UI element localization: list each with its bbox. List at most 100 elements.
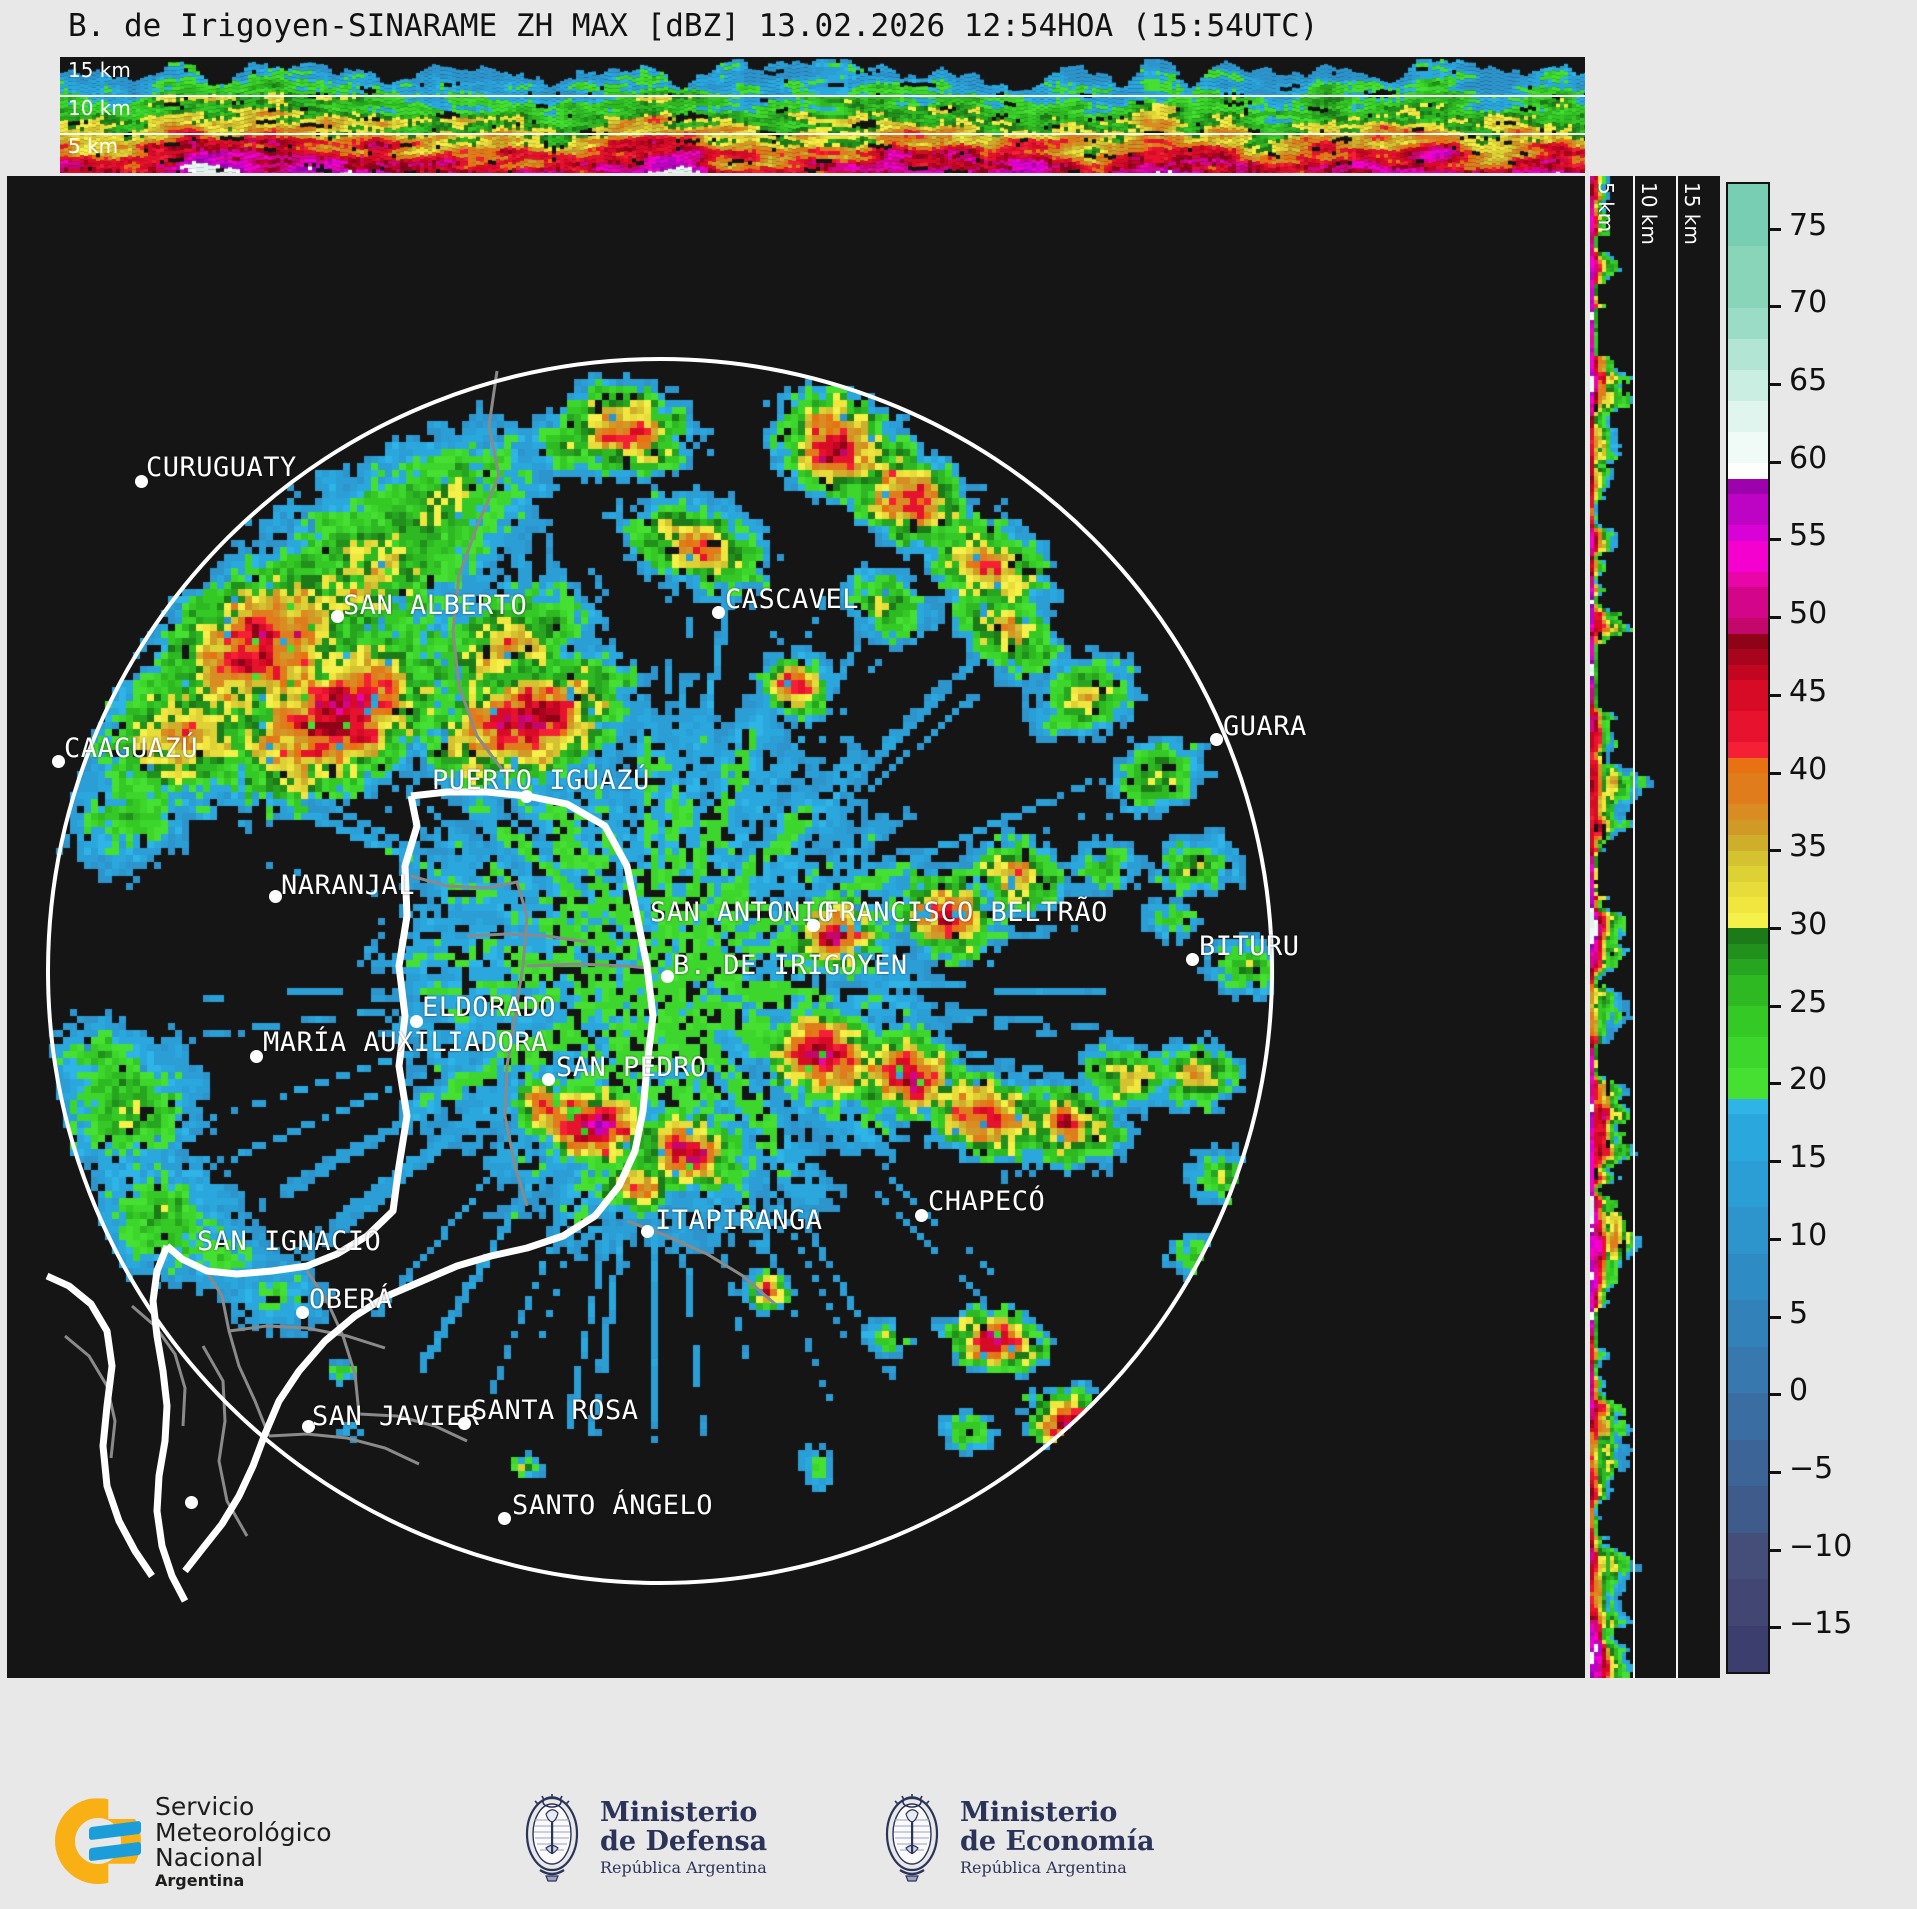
colorbar-tick-value: 70: [1789, 285, 1828, 321]
colorbar-segment: [1728, 308, 1768, 339]
colorbar-segment: [1728, 184, 1768, 246]
colorbar-segment: [1728, 432, 1768, 463]
city-marker-dot[interactable]: [807, 919, 820, 932]
colorbar-tick-value: −10: [1789, 1528, 1853, 1564]
colorbar-tick-value: 25: [1789, 984, 1828, 1020]
city-marker-dot[interactable]: [331, 610, 344, 623]
colorbar-segment: [1728, 1393, 1768, 1440]
city-marker-dot[interactable]: [52, 755, 65, 768]
colorbar-tick-value: 50: [1789, 596, 1828, 632]
country-boundaries: [45, 788, 657, 1603]
colorbar-segment: [1728, 478, 1768, 494]
colorbar-segment: [1728, 1579, 1768, 1626]
xsec-label-5km: 5 km: [68, 134, 119, 158]
colorbar-segment: [1728, 664, 1768, 680]
city-marker-dot[interactable]: [520, 790, 533, 803]
colorbar-segment: [1728, 974, 1768, 1006]
city-marker-dot[interactable]: [641, 1225, 654, 1238]
colorbar-tick-value: −15: [1789, 1606, 1853, 1642]
colorbar-segment: [1728, 618, 1768, 634]
colorbar-tick-mark: [1770, 927, 1781, 930]
colorbar-segment: [1728, 897, 1768, 913]
colorbar-segment: [1728, 339, 1768, 370]
logo-ministerio-de-defensa: Ministerio de Defensa República Argentin…: [520, 1792, 767, 1884]
xsec-label-15km: 15 km: [68, 58, 131, 82]
city-marker-dot[interactable]: [458, 1417, 471, 1430]
colorbar-tick-labels: 75 70 65 60 55 50 45 40 35 30 25 20 15 10 5 0 −5 −10 −15: [1770, 182, 1910, 1674]
colorbar-segment: [1728, 711, 1768, 742]
colorbar-segment: [1728, 1207, 1768, 1254]
colorbar-segment: [1728, 1114, 1768, 1161]
logo-servicio-meteorologico-nacional: Servicio Meteorológico Nacional Argentin…: [55, 1794, 332, 1889]
colorbar-segment: [1728, 1532, 1768, 1579]
city-marker-dot[interactable]: [712, 606, 725, 619]
city-marker-dot[interactable]: [498, 1512, 511, 1525]
colorbar-segment: [1728, 943, 1768, 959]
range-ring: [46, 357, 1274, 1585]
smn-line-4: Argentina: [155, 1870, 245, 1890]
colorbar-tick-mark: [1770, 1548, 1781, 1552]
city-marker-dot[interactable]: [302, 1420, 315, 1433]
colorbar-tick-mark: [1770, 460, 1781, 464]
colorbar-tick-mark: [1770, 771, 1781, 775]
colorbar-segment: [1728, 246, 1768, 308]
colorbar-segment: [1728, 881, 1768, 897]
colorbar-segment: [1728, 804, 1768, 820]
colorbar-segment: [1728, 866, 1768, 882]
city-marker-dot[interactable]: [296, 1306, 309, 1319]
colorbar-tick-mark: [1770, 693, 1781, 697]
colorbar-segment: [1728, 1300, 1768, 1347]
colorbar-segment: [1728, 742, 1768, 758]
city-marker-dot[interactable]: [661, 970, 674, 983]
city-marker-dot[interactable]: [915, 1209, 928, 1222]
city-marker-dot[interactable]: [1186, 953, 1199, 966]
colorbar-tick-mark: [1770, 1393, 1781, 1397]
vsec-label-15km: 15 km: [1680, 182, 1704, 245]
colorbar-tick-mark: [1770, 1082, 1781, 1086]
vsec-height-line-10km: [1676, 176, 1678, 1678]
city-marker-dot[interactable]: [269, 890, 282, 903]
city-marker-dot[interactable]: [1210, 733, 1223, 746]
colorbar-tick-value: 5: [1789, 1295, 1809, 1331]
city-marker-dot[interactable]: [185, 1496, 198, 1509]
xsec-height-line-10km: [60, 95, 1585, 97]
city-marker-dot[interactable]: [135, 475, 148, 488]
smn-logo-icon: [55, 1798, 141, 1885]
colorbar-segment: [1728, 1346, 1768, 1393]
colorbar-tick-mark: [1770, 383, 1781, 387]
colorbar-tick-mark: [1770, 1237, 1781, 1241]
colorbar-tick-value: 35: [1789, 829, 1828, 865]
colorbar-segment: [1728, 850, 1768, 866]
smn-line-3: Nacional: [155, 1843, 264, 1872]
colorbar-tick-mark: [1770, 1626, 1781, 1630]
colorbar-tick-value: 75: [1789, 207, 1828, 243]
province-boundaries: [64, 370, 776, 1537]
colorbar-tick-mark: [1770, 1470, 1781, 1474]
city-marker-dot[interactable]: [410, 1015, 423, 1028]
colorbar-tick-mark: [1770, 227, 1781, 231]
footer-logos: Servicio Meteorológico Nacional Argentin…: [0, 1780, 1917, 1909]
reflectivity-colorbar: [1726, 182, 1770, 1674]
colorbar-tick-value: −5: [1789, 1450, 1834, 1486]
argentina-coat-of-arms-icon: [520, 1792, 584, 1884]
colorbar-segment: [1728, 1098, 1768, 1114]
colorbar-tick-mark: [1770, 616, 1781, 620]
city-marker-dot[interactable]: [250, 1050, 263, 1063]
colorbar-segment: [1728, 525, 1768, 541]
colorbar-segment: [1728, 633, 1768, 649]
vsec-label-10km: 10 km: [1637, 182, 1661, 245]
colorbar-segment: [1728, 928, 1768, 944]
colorbar-segment: [1728, 1005, 1768, 1037]
radar-map-panel[interactable]: CURUGUATY SAN ALBERTO CASCAVEL CAAGUAZÚ GUAR…: [7, 176, 1585, 1678]
smn-logo-text: Servicio Meteorológico Nacional Argentin…: [155, 1794, 332, 1889]
colorbar-segment: [1728, 819, 1768, 835]
map-vector-overlay: [45, 357, 1274, 1603]
right-cross-section-panel: 5 km 10 km 15 km: [1590, 176, 1720, 1678]
colorbar-segment: [1728, 1067, 1768, 1099]
colorbar-tick-mark: [1770, 1315, 1781, 1319]
colorbar-segment: [1728, 680, 1768, 711]
city-marker-dot[interactable]: [542, 1073, 555, 1086]
top-cross-section-canvas: [60, 57, 1585, 173]
min-economia-line-2: de Economía: [960, 1826, 1155, 1858]
colorbar-segment: [1728, 912, 1768, 928]
